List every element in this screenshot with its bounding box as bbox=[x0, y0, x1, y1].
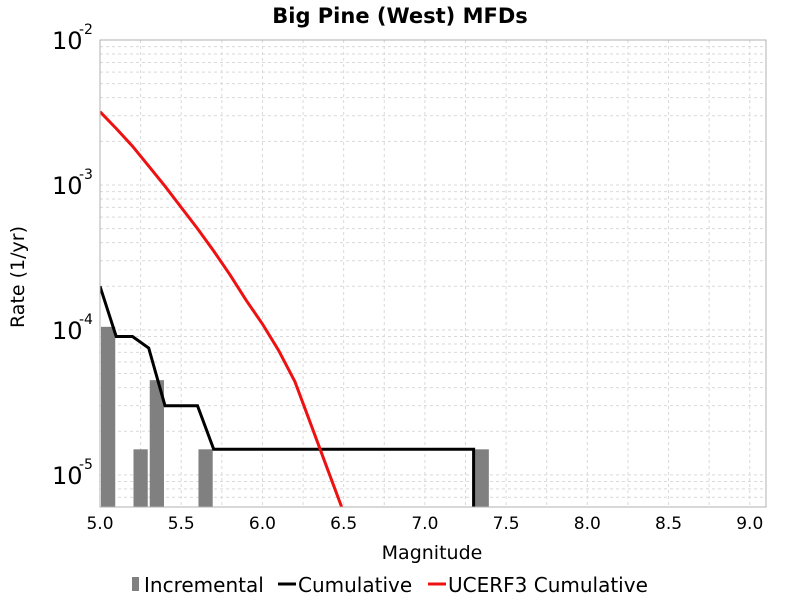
y-tick-exponent: -3 bbox=[79, 167, 93, 183]
y-tick-label: 10-3 bbox=[52, 167, 93, 200]
plot-area bbox=[99, 39, 767, 508]
y-tick-base: 10 bbox=[52, 27, 83, 55]
legend-swatch bbox=[132, 577, 139, 591]
legend-label: UCERF3 Cumulative bbox=[448, 573, 648, 597]
series-layer bbox=[100, 110, 489, 507]
x-tick-label: 5.5 bbox=[168, 514, 195, 534]
x-tick-label: 7.0 bbox=[411, 514, 438, 534]
x-tick-label: 8.5 bbox=[655, 514, 682, 534]
incremental-bar bbox=[133, 449, 148, 507]
y-tick-label: 10-5 bbox=[52, 457, 93, 490]
y-tick-exponent: -2 bbox=[79, 22, 93, 38]
incremental-bar bbox=[101, 326, 116, 507]
x-tick-label: 7.5 bbox=[493, 514, 520, 534]
x-axis-ticks: 5.0 5.5 6.0 6.5 7.0 7.5 8.0 8.5 9.0 bbox=[86, 514, 763, 534]
x-tick-label: 6.0 bbox=[249, 514, 276, 534]
incremental-bar bbox=[149, 380, 164, 507]
legend-item-1: Cumulative bbox=[278, 573, 412, 597]
x-tick-label: 5.0 bbox=[86, 514, 113, 534]
y-tick-label: 10-4 bbox=[52, 312, 93, 345]
y-axis-label: Rate (1/yr) bbox=[7, 226, 29, 328]
incremental-bars bbox=[101, 326, 489, 507]
y-tick-base: 10 bbox=[52, 462, 83, 490]
incremental-bar bbox=[198, 449, 213, 507]
cumulative-line bbox=[100, 285, 476, 507]
y-tick-base: 10 bbox=[52, 317, 83, 345]
x-tick-label: 8.0 bbox=[574, 514, 601, 534]
incremental-bar bbox=[474, 449, 489, 507]
x-axis-label: Magnitude bbox=[382, 542, 483, 564]
x-tick-label: 6.5 bbox=[330, 514, 357, 534]
plot-background bbox=[100, 40, 766, 507]
chart-title: Big Pine (West) MFDs bbox=[272, 4, 528, 28]
legend-label: Incremental bbox=[144, 573, 264, 597]
grid bbox=[100, 40, 766, 507]
y-tick-label: 10-2 bbox=[52, 22, 93, 55]
y-tick-exponent: -4 bbox=[79, 312, 93, 328]
ucerf3-cumulative-line bbox=[100, 110, 344, 507]
legend-label: Cumulative bbox=[298, 573, 412, 597]
y-tick-base: 10 bbox=[52, 172, 83, 200]
plot-border bbox=[99, 39, 767, 508]
legend-item-0: Incremental bbox=[132, 573, 264, 597]
y-tick-exponent: -5 bbox=[79, 457, 93, 473]
y-axis-ticks: 10-210-310-410-5 bbox=[52, 22, 93, 490]
legend-item-2: UCERF3 Cumulative bbox=[428, 573, 648, 597]
legend: Incremental Cumulative UCERF3 Cumulative bbox=[132, 573, 648, 597]
x-tick-label: 9.0 bbox=[736, 514, 763, 534]
